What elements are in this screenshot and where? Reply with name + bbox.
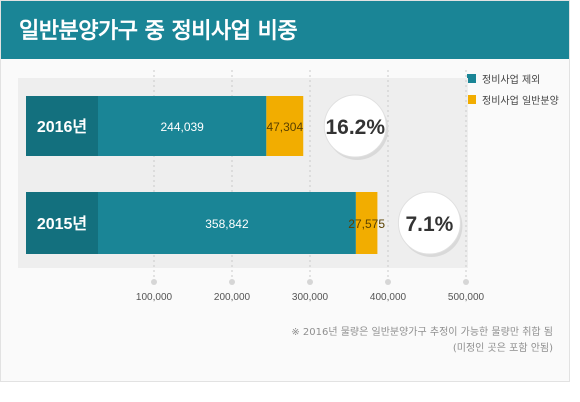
chart-title: 일반분양가구 중 정비사업 비중: [19, 19, 298, 44]
category-label-box: [26, 192, 98, 254]
value-label-excluded: 358,842: [205, 217, 249, 231]
share-callout: [397, 191, 461, 255]
share-value: 16.2%: [325, 116, 385, 139]
bar-segment-excluded: [98, 192, 356, 254]
x-tick-label: 100,000: [136, 292, 173, 303]
gridline-end-dot: [385, 279, 391, 285]
x-tick-label: 300,000: [292, 292, 329, 303]
share-value: 7.1%: [405, 213, 453, 236]
bar-segment-general-sale: [266, 96, 304, 156]
chart-header: 일반분양가구 중 정비사업 비중: [1, 1, 569, 59]
category-label-box: [26, 96, 98, 156]
footnote-line-1: ※ 2016년 물량은 일반분양가구 추정이 가능한 물량만 취합 됨: [291, 327, 553, 338]
legend-item-general-sale: 정비사업 일반분양: [467, 92, 559, 107]
category-label: 2015년: [37, 214, 87, 233]
footnote: ※ 2016년 물량은 일반분양가구 추정이 가능한 물량만 취합 됨 (미정인…: [1, 325, 553, 357]
gridline-end-dot: [151, 279, 157, 285]
legend-swatch-excluded: [467, 74, 476, 83]
legend-item-excluded: 정비사업 제외: [467, 71, 559, 86]
value-label-general-sale: 27,575: [348, 217, 385, 231]
x-tick-label: 400,000: [370, 292, 407, 303]
footnote-line-2: (미정인 곳은 포함 안됨): [452, 343, 553, 354]
value-label-excluded: 244,039: [160, 120, 204, 134]
bar-segment-general-sale: [355, 192, 378, 254]
legend-label-general-sale: 정비사업 일반분양: [482, 96, 559, 107]
legend-label-excluded: 정비사업 제외: [482, 75, 541, 86]
x-tick-label: 500,000: [448, 292, 485, 303]
category-label: 2016년: [37, 117, 87, 136]
legend: 정비사업 제외 정비사업 일반분양: [467, 71, 559, 113]
gridline-end-dot: [463, 279, 469, 285]
bar-segment-excluded: [98, 96, 267, 156]
x-tick-label: 200,000: [214, 292, 251, 303]
share-callout: [323, 94, 387, 158]
legend-swatch-general-sale: [467, 95, 476, 104]
value-label-general-sale: 47,304: [266, 120, 303, 134]
gridline-end-dot: [229, 279, 235, 285]
gridline-end-dot: [307, 279, 313, 285]
